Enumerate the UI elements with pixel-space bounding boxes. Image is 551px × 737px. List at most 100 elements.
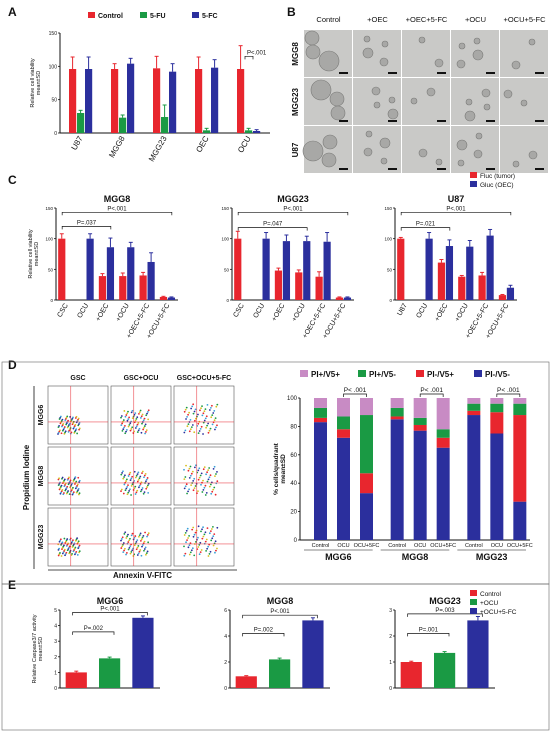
- flow-event: [120, 473, 123, 476]
- flow-event: [187, 546, 190, 549]
- bar: [119, 117, 127, 133]
- p-value-label: P=.003: [435, 608, 455, 614]
- flow-event: [137, 422, 140, 424]
- cell-cluster: [380, 157, 388, 165]
- flow-event: [209, 474, 212, 477]
- cell-cluster: [464, 110, 476, 122]
- legend-swatch: [416, 370, 424, 377]
- flow-event: [189, 428, 192, 431]
- flow-event: [192, 526, 195, 529]
- flow-event: [197, 490, 199, 492]
- stacked-segment: [390, 407, 404, 417]
- flow-event: [78, 544, 81, 547]
- flow-event: [76, 537, 79, 540]
- chart-title: MGG23: [429, 596, 461, 606]
- flow-event: [135, 491, 138, 494]
- flow-event: [191, 528, 194, 531]
- flow-event: [214, 493, 217, 496]
- flow-event: [138, 534, 141, 537]
- flow-event: [68, 545, 71, 548]
- stacked-segment: [390, 419, 404, 540]
- flow-event: [212, 526, 214, 528]
- flow-event: [191, 470, 194, 473]
- group-label: MGG6: [325, 552, 352, 562]
- flow-event: [211, 537, 214, 540]
- panel-letter: A: [8, 5, 17, 19]
- flow-event: [194, 485, 197, 487]
- flow-event: [143, 474, 146, 477]
- flow-event: [141, 487, 144, 489]
- flow-event: [145, 478, 148, 481]
- microscopy-column-label: +OEC: [367, 15, 388, 24]
- flow-event: [125, 429, 128, 431]
- flow-event: [189, 419, 192, 421]
- flow-event: [136, 473, 139, 476]
- flow-event: [195, 417, 197, 420]
- significance-bracket: [237, 227, 308, 231]
- microscopy-image: [500, 30, 548, 77]
- y-tick-label: 100: [287, 396, 298, 402]
- flow-event: [131, 475, 134, 478]
- p-value-label: P<.001: [107, 206, 127, 212]
- flow-event: [184, 532, 187, 534]
- flow-event: [197, 432, 200, 434]
- flow-event: [213, 465, 216, 468]
- significance-bracket: [244, 55, 254, 60]
- panel-letter: B: [287, 5, 296, 19]
- flow-event: [193, 410, 196, 413]
- flow-event: [120, 539, 122, 542]
- bar: [315, 276, 323, 300]
- category-label: OCU+5FC: [507, 543, 533, 549]
- category-label: +OEC: [434, 303, 450, 323]
- flow-event: [190, 426, 193, 428]
- flow-event: [214, 475, 216, 477]
- flow-event: [58, 425, 60, 427]
- bar-chart: 0 1 2 3 MGG23 P=.001 P=.003: [389, 596, 495, 692]
- stacked-segment: [360, 415, 373, 474]
- cell-cluster: [305, 44, 321, 60]
- flow-event: [135, 548, 138, 551]
- stacked-segment: [390, 398, 404, 408]
- significance-bracket: [72, 631, 115, 635]
- significance-bracket: [400, 227, 451, 231]
- flow-event: [58, 477, 60, 480]
- flow-event: [200, 425, 203, 428]
- flow-event: [60, 432, 63, 435]
- flow-event: [193, 554, 196, 557]
- flow-event: [190, 484, 193, 486]
- flow-event: [207, 545, 210, 548]
- flow-event: [187, 490, 189, 493]
- flow-event: [201, 528, 203, 531]
- flow-event: [205, 415, 208, 418]
- flow-event: [192, 489, 195, 492]
- flow-event: [204, 484, 207, 487]
- microscopy-image: [353, 30, 401, 77]
- flow-event: [198, 553, 201, 556]
- flow-event: [68, 476, 70, 479]
- flow-event: [188, 411, 191, 414]
- flow-event: [129, 545, 132, 548]
- flow-event: [188, 553, 191, 556]
- bar: [323, 241, 331, 300]
- legend-label: 5-FC: [202, 13, 218, 20]
- flow-event: [64, 482, 67, 485]
- flow-event: [123, 533, 126, 535]
- y-tick-label: 0: [294, 538, 298, 544]
- chart-title: MGG8: [104, 194, 131, 204]
- flow-event: [128, 546, 131, 549]
- flow-event: [122, 492, 125, 495]
- flow-event: [146, 484, 149, 487]
- flow-event: [206, 404, 209, 406]
- p-value-label: P=.001: [419, 627, 439, 633]
- flow-event: [130, 484, 133, 487]
- cell-cluster: [362, 47, 374, 59]
- legend-swatch: [192, 12, 199, 18]
- panel-letter: E: [8, 578, 16, 592]
- bar: [343, 297, 352, 300]
- flow-event: [76, 483, 79, 486]
- flow-event: [128, 539, 131, 542]
- y-tick-label: 0: [50, 298, 53, 303]
- flow-event: [60, 555, 63, 557]
- scale-bar: [486, 168, 495, 170]
